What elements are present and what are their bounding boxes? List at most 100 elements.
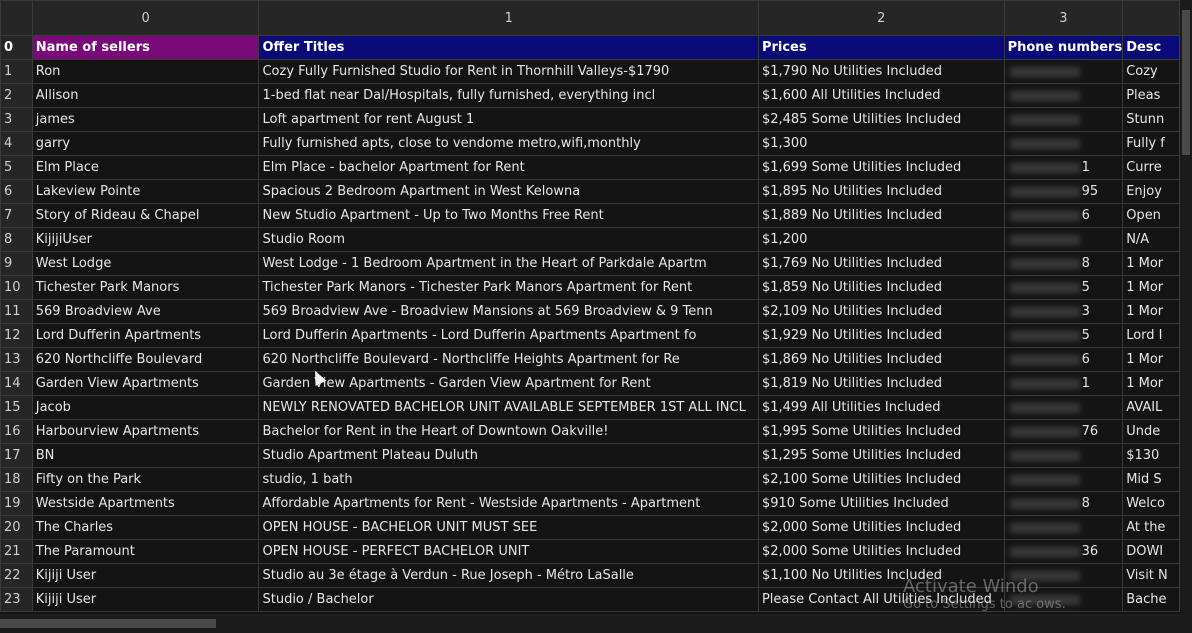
cell-phone[interactable] (1003, 107, 1124, 132)
header-cell-desc[interactable]: Desc (1122, 35, 1180, 60)
cell-phone[interactable]: 6 (1003, 347, 1124, 372)
cell-title[interactable]: Studio / Bachelor (258, 587, 759, 612)
cell-seller[interactable]: KijijiUser (31, 227, 260, 252)
cell-phone[interactable]: 36 (1003, 539, 1124, 564)
cell-desc[interactable]: $130 (1122, 443, 1180, 468)
cell-title[interactable]: 620 Northcliffe Boulevard - Northcliffe … (258, 347, 759, 372)
row-index[interactable]: 11 (0, 299, 33, 324)
dataframe-grid[interactable]: 0 1 2 3 0 Name of sellers Offer Titles P… (0, 0, 1180, 614)
cell-price[interactable]: $1,929 No Utilities Included (757, 323, 1005, 348)
cell-title[interactable]: Studio au 3e étage à Verdun - Rue Joseph… (258, 563, 759, 588)
cell-seller[interactable]: Tichester Park Manors (31, 275, 260, 300)
cell-price[interactable]: $1,769 No Utilities Included (757, 251, 1005, 276)
row-index[interactable]: 5 (0, 155, 33, 180)
cell-price[interactable]: $1,790 No Utilities Included (757, 59, 1005, 84)
cell-phone[interactable] (1003, 227, 1124, 252)
cell-seller[interactable]: james (31, 107, 260, 132)
cell-phone[interactable] (1003, 395, 1124, 420)
cell-phone[interactable] (1003, 131, 1124, 156)
cell-price[interactable]: $2,000 Some Utilities Included (757, 539, 1005, 564)
column-index-2[interactable]: 2 (757, 0, 1005, 36)
cell-title[interactable]: Cozy Fully Furnished Studio for Rent in … (258, 59, 759, 84)
cell-seller[interactable]: Lord Dufferin Apartments (31, 323, 260, 348)
cell-phone[interactable]: 8 (1003, 251, 1124, 276)
row-index[interactable]: 2 (0, 83, 33, 108)
cell-phone[interactable] (1003, 59, 1124, 84)
cell-seller[interactable]: Westside Apartments (31, 491, 260, 516)
horizontal-scrollbar[interactable] (0, 616, 1180, 633)
cell-phone[interactable]: 5 (1003, 323, 1124, 348)
cell-price[interactable]: $2,100 Some Utilities Included (757, 467, 1005, 492)
cell-title[interactable]: Elm Place - bachelor Apartment for Rent (258, 155, 759, 180)
cell-title[interactable]: Affordable Apartments for Rent - Westsid… (258, 491, 759, 516)
cell-desc[interactable]: Cozy (1122, 59, 1180, 84)
cell-price[interactable]: $1,295 Some Utilities Included (757, 443, 1005, 468)
cell-seller[interactable]: Harbourview Apartments (31, 419, 260, 444)
row-index[interactable]: 8 (0, 227, 33, 252)
cell-title[interactable]: OPEN HOUSE - BACHELOR UNIT MUST SEE (258, 515, 759, 540)
row-index[interactable]: 21 (0, 539, 33, 564)
row-index[interactable]: 3 (0, 107, 33, 132)
cell-seller[interactable]: Ron (31, 59, 260, 84)
cell-title[interactable]: OPEN HOUSE - PERFECT BACHELOR UNIT (258, 539, 759, 564)
cell-price[interactable]: $2,000 Some Utilities Included (757, 515, 1005, 540)
row-index[interactable]: 22 (0, 563, 33, 588)
cell-desc[interactable]: 1 Mor (1122, 371, 1180, 396)
cell-seller[interactable]: Garden View Apartments (31, 371, 260, 396)
cell-title[interactable]: Lord Dufferin Apartments - Lord Dufferin… (258, 323, 759, 348)
vertical-scrollbar[interactable] (1180, 0, 1192, 633)
cell-price[interactable]: $1,889 No Utilities Included (757, 203, 1005, 228)
row-index[interactable]: 6 (0, 179, 33, 204)
cell-title[interactable]: Tichester Park Manors - Tichester Park M… (258, 275, 759, 300)
cell-desc[interactable]: 1 Mor (1122, 251, 1180, 276)
cell-desc[interactable]: N/A (1122, 227, 1180, 252)
cell-seller[interactable]: 569 Broadview Ave (31, 299, 260, 324)
cell-seller[interactable]: Jacob (31, 395, 260, 420)
cell-title[interactable]: Spacious 2 Bedroom Apartment in West Kel… (258, 179, 759, 204)
row-index[interactable]: 12 (0, 323, 33, 348)
row-index[interactable]: 20 (0, 515, 33, 540)
row-index[interactable]: 1 (0, 59, 33, 84)
row-index[interactable]: 19 (0, 491, 33, 516)
row-index[interactable]: 4 (0, 131, 33, 156)
cell-price[interactable]: $1,995 Some Utilities Included (757, 419, 1005, 444)
cell-title[interactable]: studio, 1 bath (258, 467, 759, 492)
cell-seller[interactable]: West Lodge (31, 251, 260, 276)
cell-price[interactable]: $1,895 No Utilities Included (757, 179, 1005, 204)
cell-price[interactable]: $2,485 Some Utilities Included (757, 107, 1005, 132)
cell-price[interactable]: $1,859 No Utilities Included (757, 275, 1005, 300)
cell-desc[interactable]: Visit N (1122, 563, 1180, 588)
cell-desc[interactable]: 1 Mor (1122, 275, 1180, 300)
cell-phone[interactable]: 1 (1003, 155, 1124, 180)
cell-seller[interactable]: garry (31, 131, 260, 156)
cell-seller[interactable]: 620 Northcliffe Boulevard (31, 347, 260, 372)
cell-phone[interactable]: 76 (1003, 419, 1124, 444)
cell-seller[interactable]: Allison (31, 83, 260, 108)
cell-desc[interactable]: Pleas (1122, 83, 1180, 108)
cell-seller[interactable]: Fifty on the Park (31, 467, 260, 492)
cell-desc[interactable]: Fully f (1122, 131, 1180, 156)
cell-title[interactable]: Studio Apartment Plateau Duluth (258, 443, 759, 468)
cell-price[interactable]: $1,699 Some Utilities Included (757, 155, 1005, 180)
cell-price[interactable]: $1,200 (757, 227, 1005, 252)
cell-desc[interactable]: Lord I (1122, 323, 1180, 348)
cell-price[interactable]: $1,100 No Utilities Included (757, 563, 1005, 588)
cell-title[interactable]: 1-bed flat near Dal/Hospitals, fully fur… (258, 83, 759, 108)
vertical-scroll-thumb[interactable] (1182, 10, 1190, 155)
cell-price[interactable]: $1,819 No Utilities Included (757, 371, 1005, 396)
cell-seller[interactable]: Kijiji User (31, 563, 260, 588)
row-index[interactable]: 15 (0, 395, 33, 420)
header-cell-titles[interactable]: Offer Titles (258, 35, 759, 60)
cell-phone[interactable]: 1 (1003, 371, 1124, 396)
cell-desc[interactable]: DOWI (1122, 539, 1180, 564)
cell-seller[interactable]: BN (31, 443, 260, 468)
cell-title[interactable]: Fully furnished apts, close to vendome m… (258, 131, 759, 156)
header-cell-phones[interactable]: Phone numbers (1003, 35, 1124, 60)
cell-desc[interactable]: 1 Mor (1122, 347, 1180, 372)
cell-price[interactable]: $1,600 All Utilities Included (757, 83, 1005, 108)
row-index[interactable]: 14 (0, 371, 33, 396)
cell-desc[interactable]: Curre (1122, 155, 1180, 180)
cell-price[interactable]: $1,869 No Utilities Included (757, 347, 1005, 372)
cell-desc[interactable]: 1 Mor (1122, 299, 1180, 324)
cell-phone[interactable] (1003, 515, 1124, 540)
